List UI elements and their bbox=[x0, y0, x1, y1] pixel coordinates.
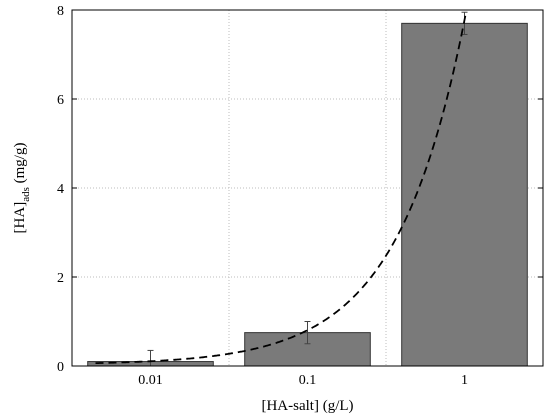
y-tick-label: 8 bbox=[57, 4, 64, 19]
axis-ticks: 0 2 4 6 8 0.01 0.1 1 bbox=[57, 4, 543, 388]
bar bbox=[401, 22, 528, 367]
y-tick-label: 4 bbox=[57, 182, 64, 197]
error-bar bbox=[304, 321, 311, 345]
grid-lines bbox=[72, 10, 543, 366]
y-axis-label-unit: (mg/g) bbox=[12, 143, 28, 188]
y-axis-label-main: [HA] bbox=[12, 202, 28, 234]
x-tick-label: 0.01 bbox=[138, 373, 163, 388]
x-tick-label: 0.1 bbox=[299, 373, 317, 388]
axis-labels: [HA-salt] (g/L) [HA]ads (mg/g) bbox=[12, 143, 354, 414]
y-axis-label-subscript: ads bbox=[20, 187, 32, 202]
y-tick-label: 0 bbox=[57, 360, 64, 375]
bars bbox=[87, 22, 528, 367]
y-tick-label: 2 bbox=[57, 271, 64, 286]
fit-curve bbox=[95, 14, 467, 365]
fit-curve-group bbox=[95, 14, 467, 365]
y-axis-label: [HA]ads (mg/g) bbox=[12, 143, 32, 234]
x-axis-label: [HA-salt] (g/L) bbox=[261, 398, 353, 414]
y-tick-label: 6 bbox=[57, 93, 64, 108]
x-tick-label: 1 bbox=[461, 373, 468, 388]
